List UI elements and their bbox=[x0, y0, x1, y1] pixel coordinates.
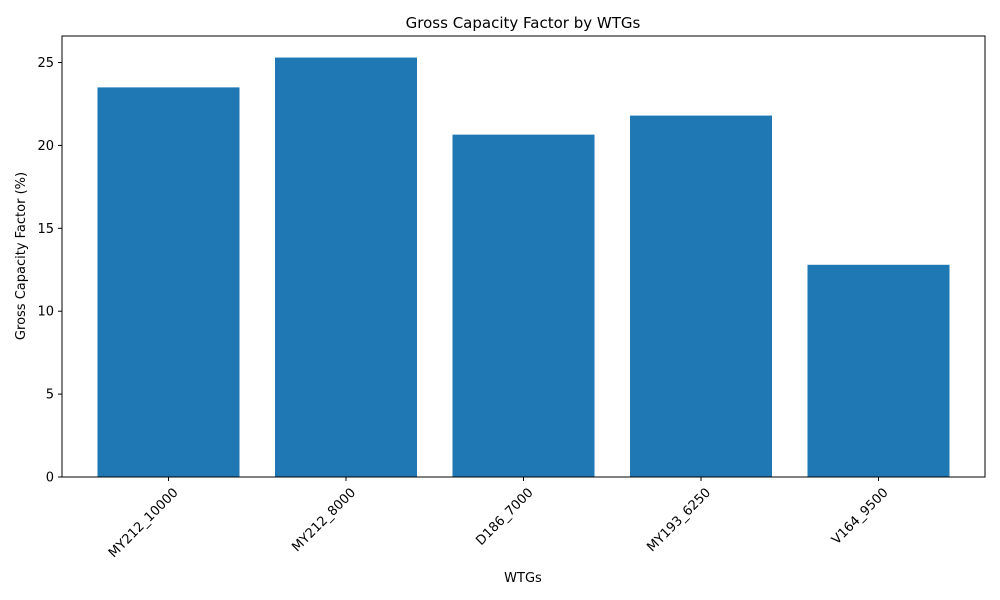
bar-v164-9500 bbox=[807, 264, 950, 477]
y-tick-label: 20 bbox=[37, 139, 54, 154]
y-tick-label: 25 bbox=[37, 56, 54, 71]
y-tick-label: 0 bbox=[46, 471, 54, 486]
y-axis-label: Gross Capacity Factor (%) bbox=[14, 172, 29, 340]
x-tick-label: D186_7000 bbox=[473, 485, 536, 548]
bar-my193-6250 bbox=[630, 115, 772, 477]
x-tick-label: MY212_10000 bbox=[106, 485, 182, 561]
chart-title: Gross Capacity Factor by WTGs bbox=[406, 14, 641, 32]
y-tick-label: 10 bbox=[37, 305, 54, 320]
x-tick-label: V164_9500 bbox=[829, 485, 891, 547]
bar-my212-10000 bbox=[97, 87, 240, 477]
x-tick-label: MY193_6250 bbox=[644, 485, 714, 555]
y-tick-label: 5 bbox=[46, 388, 54, 403]
bars-layer bbox=[97, 57, 950, 478]
bar-my212-8000 bbox=[275, 57, 417, 477]
y-tick-label: 15 bbox=[37, 222, 54, 237]
bar-d186-7000 bbox=[452, 134, 595, 478]
x-tick-label: MY212_8000 bbox=[289, 485, 359, 555]
x-axis-label: WTGs bbox=[504, 571, 542, 586]
